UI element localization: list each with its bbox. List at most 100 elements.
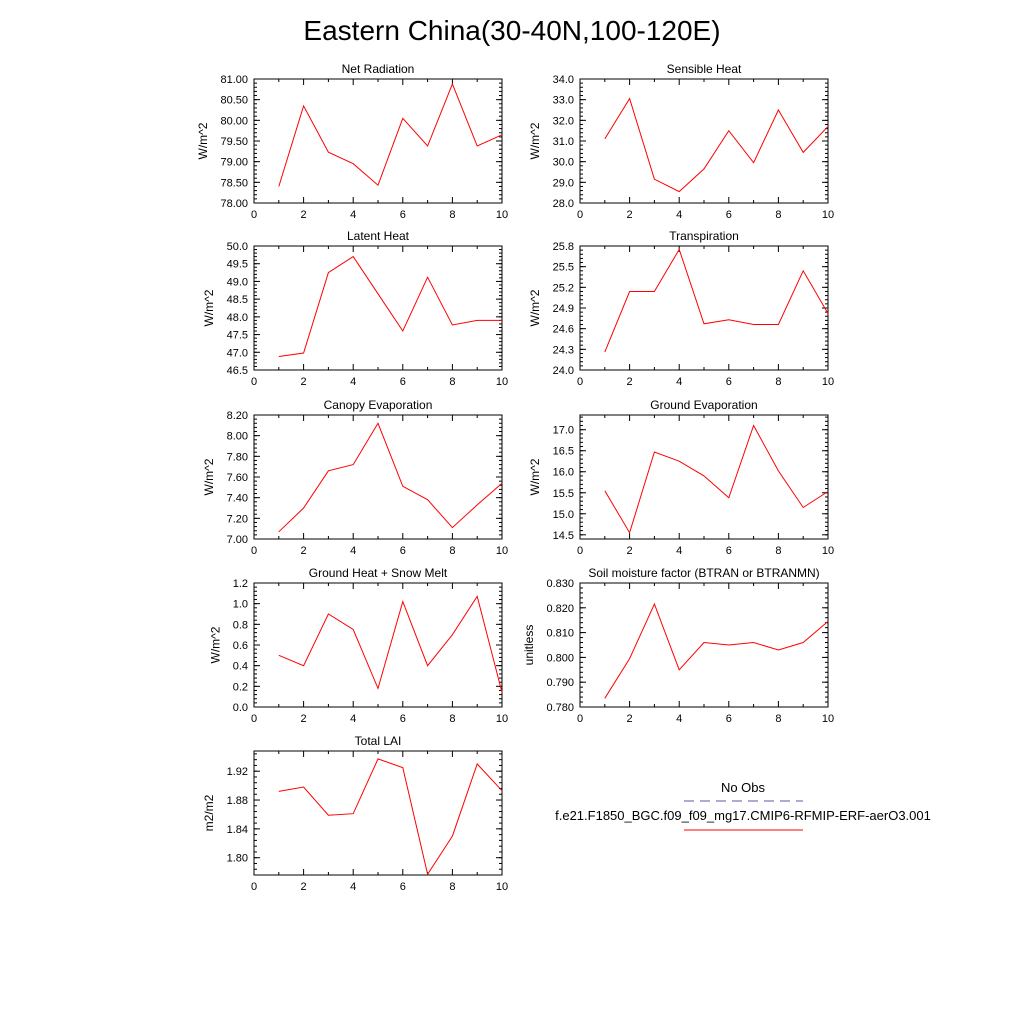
y-tick-label: 15.0 — [553, 509, 574, 521]
y-tick-label: 31.0 — [553, 136, 574, 148]
y-tick-label: 1.88 — [227, 795, 248, 807]
plot-frame — [579, 582, 829, 708]
x-tick-label: 10 — [496, 713, 508, 725]
y-tick-label: 1.80 — [227, 853, 248, 865]
legend: No Obs f.e21.F1850_BGC.f09_f09_mg17.CMIP… — [555, 780, 931, 831]
y-tick-label: 48.5 — [227, 294, 248, 306]
y-tick-label: 0.0 — [233, 702, 248, 714]
x-tick-label: 4 — [350, 376, 356, 388]
legend-obs-label: No Obs — [721, 780, 766, 795]
x-tick-label: 4 — [350, 545, 356, 557]
y-tick-label: 0.2 — [233, 681, 248, 693]
panel-title: Transpiration — [669, 229, 739, 243]
x-tick-label: 10 — [496, 209, 508, 221]
x-tick-label: 0 — [251, 209, 257, 221]
y-tick-label: 0.6 — [233, 640, 248, 652]
x-tick-label: 2 — [301, 713, 307, 725]
x-tick-label: 8 — [449, 881, 455, 893]
panel-total-lai: Total LAI 0 2 4 6 8 10 1.80 1.84 1.88 1.92 m2/m2 — [202, 734, 508, 893]
y-tick-label: 78.00 — [220, 198, 248, 210]
y-tick-label: 24.6 — [553, 324, 574, 336]
y-tick-label: 8.00 — [227, 431, 248, 443]
y-tick-label: 79.50 — [220, 136, 248, 148]
x-tick-label: 2 — [301, 209, 307, 221]
panel-title: Total LAI — [355, 734, 402, 748]
x-tick-label: 8 — [775, 209, 781, 221]
panel-latent-heat: Latent Heat 0 2 4 6 8 10 46.5 47.0 47.5 48.0 48.5 49… — [202, 229, 508, 388]
y-tick-label: 46.5 — [227, 365, 248, 377]
y-tick-label: 47.0 — [227, 347, 248, 359]
x-tick-label: 0 — [577, 376, 583, 388]
panel-title: Ground Heat + Snow Melt — [309, 566, 448, 580]
x-tick-label: 6 — [726, 209, 732, 221]
y-axis-label: W/m^2 — [528, 122, 542, 159]
panel-canopy-evaporation: Canopy Evaporation 0 2 4 6 8 10 7.00 7.20 7.40 7.6… — [202, 398, 508, 557]
y-tick-label: 25.2 — [553, 282, 574, 294]
y-tick-label: 79.00 — [220, 157, 248, 169]
y-tick-label: 49.5 — [227, 259, 248, 271]
x-tick-label: 8 — [775, 713, 781, 725]
x-tick-label: 4 — [676, 713, 682, 725]
y-tick-label: 7.80 — [227, 451, 248, 463]
panel-transpiration: Transpiration 0 2 4 6 8 10 24.0 24.3 24.6 24.9 25.2… — [528, 229, 834, 388]
y-tick-label: 24.9 — [553, 303, 574, 315]
x-tick-label: 0 — [251, 881, 257, 893]
x-tick-label: 0 — [577, 713, 583, 725]
y-axis-label: W/m^2 — [208, 626, 222, 663]
x-tick-label: 8 — [449, 713, 455, 725]
x-tick-label: 8 — [449, 545, 455, 557]
series-line-ground-heat-snow-melt — [278, 595, 503, 693]
x-tick-label: 2 — [627, 545, 633, 557]
x-tick-label: 4 — [350, 881, 356, 893]
panel-title: Ground Evaporation — [650, 398, 757, 412]
y-axis-label: W/m^2 — [196, 122, 210, 159]
x-tick-label: 0 — [251, 545, 257, 557]
x-tick-label: 4 — [676, 209, 682, 221]
x-tick-label: 8 — [449, 376, 455, 388]
y-tick-label: 47.5 — [227, 330, 248, 342]
y-tick-label: 29.0 — [553, 177, 574, 189]
y-axis-label: W/m^2 — [528, 289, 542, 326]
x-tick-label: 2 — [301, 376, 307, 388]
x-tick-label: 2 — [627, 713, 633, 725]
x-tick-label: 2 — [301, 545, 307, 557]
x-tick-label: 8 — [775, 376, 781, 388]
panel-title: Canopy Evaporation — [324, 398, 433, 412]
y-tick-label: 16.0 — [553, 467, 574, 479]
x-tick-label: 8 — [775, 545, 781, 557]
x-tick-label: 4 — [676, 376, 682, 388]
y-tick-label: 14.5 — [553, 530, 574, 542]
y-tick-label: 7.00 — [227, 534, 248, 546]
y-tick-label: 28.0 — [553, 198, 574, 210]
plot-frame — [579, 245, 829, 371]
y-tick-label: 0.4 — [233, 661, 248, 673]
y-tick-label: 78.50 — [220, 177, 248, 189]
x-tick-label: 10 — [822, 376, 834, 388]
x-tick-label: 6 — [400, 376, 406, 388]
x-tick-label: 8 — [449, 209, 455, 221]
x-tick-label: 10 — [496, 545, 508, 557]
y-tick-label: 17.0 — [553, 425, 574, 437]
x-tick-label: 2 — [627, 209, 633, 221]
y-tick-label: 0.790 — [546, 677, 574, 689]
chart-panels: Net Radiation 0 2 4 6 8 10 78.00 78.50 79.00 79.50… — [196, 62, 834, 893]
y-tick-label: 24.0 — [553, 365, 574, 377]
panel-title: Latent Heat — [347, 229, 410, 243]
panel-title: Soil moisture factor (BTRAN or BTRANMN) — [588, 566, 819, 580]
series-line-latent-heat — [278, 255, 502, 357]
series-line-canopy-evaporation — [278, 422, 503, 533]
y-tick-label: 81.00 — [220, 74, 248, 86]
y-tick-label: 7.60 — [227, 472, 248, 484]
y-tick-label: 1.92 — [227, 766, 248, 778]
y-tick-label: 49.0 — [227, 276, 248, 288]
series-line-net-radiation — [278, 82, 503, 187]
panel-title: Net Radiation — [342, 62, 415, 76]
y-axis-label: W/m^2 — [202, 289, 216, 326]
x-tick-label: 6 — [400, 209, 406, 221]
y-axis-label: m2/m2 — [202, 794, 216, 831]
panel-title: Sensible Heat — [667, 62, 742, 76]
x-tick-label: 4 — [350, 713, 356, 725]
y-tick-label: 1.2 — [233, 578, 248, 590]
plot-frame — [253, 245, 503, 371]
x-tick-label: 10 — [822, 209, 834, 221]
